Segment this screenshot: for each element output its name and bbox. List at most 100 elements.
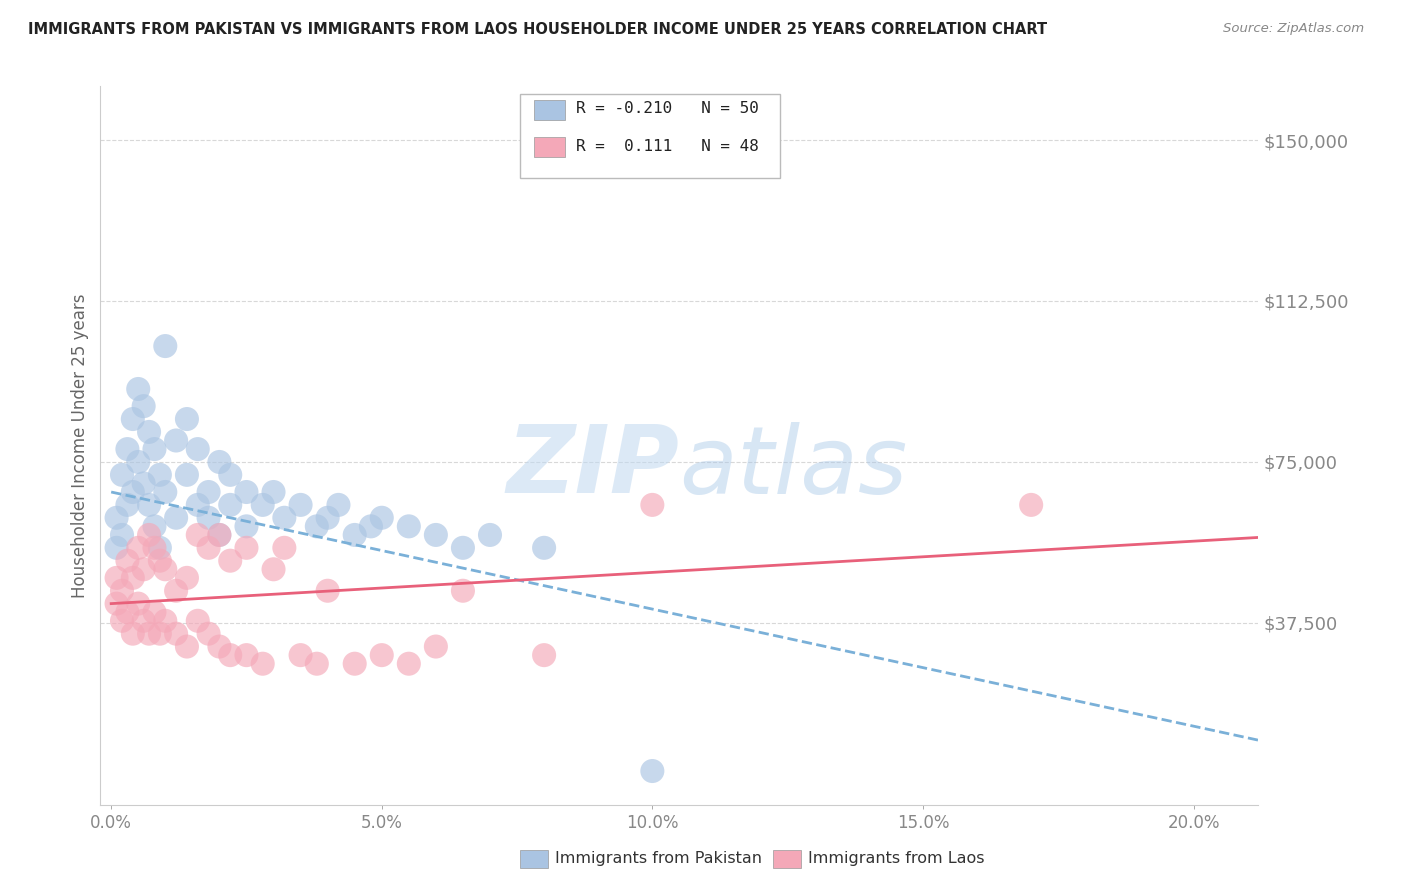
- Point: [111, 467, 134, 482]
- Point: [149, 554, 172, 568]
- Point: [149, 626, 172, 640]
- Point: [197, 541, 219, 555]
- Point: [143, 541, 166, 555]
- Point: [187, 614, 209, 628]
- Point: [371, 510, 394, 524]
- Point: [143, 519, 166, 533]
- Point: [208, 528, 231, 542]
- Point: [219, 554, 242, 568]
- Text: ZIP: ZIP: [506, 421, 679, 514]
- Point: [176, 640, 198, 654]
- Point: [176, 412, 198, 426]
- Text: IMMIGRANTS FROM PAKISTAN VS IMMIGRANTS FROM LAOS HOUSEHOLDER INCOME UNDER 25 YEA: IMMIGRANTS FROM PAKISTAN VS IMMIGRANTS F…: [28, 22, 1047, 37]
- Point: [398, 657, 420, 671]
- Point: [132, 476, 155, 491]
- Point: [425, 528, 447, 542]
- Y-axis label: Householder Income Under 25 years: Householder Income Under 25 years: [72, 293, 89, 599]
- Point: [197, 485, 219, 500]
- Point: [121, 412, 143, 426]
- Point: [316, 583, 339, 598]
- Text: Immigrants from Pakistan: Immigrants from Pakistan: [555, 852, 762, 866]
- Point: [105, 571, 128, 585]
- Point: [111, 583, 134, 598]
- Point: [176, 467, 198, 482]
- Point: [197, 626, 219, 640]
- Point: [252, 657, 274, 671]
- Point: [138, 498, 160, 512]
- Point: [328, 498, 350, 512]
- Point: [273, 541, 295, 555]
- Point: [121, 626, 143, 640]
- Point: [105, 541, 128, 555]
- Point: [187, 498, 209, 512]
- Point: [155, 614, 177, 628]
- Point: [155, 339, 177, 353]
- Text: Source: ZipAtlas.com: Source: ZipAtlas.com: [1223, 22, 1364, 36]
- Point: [149, 541, 172, 555]
- Point: [479, 528, 502, 542]
- Point: [316, 510, 339, 524]
- Point: [219, 467, 242, 482]
- Text: Immigrants from Laos: Immigrants from Laos: [808, 852, 986, 866]
- Point: [127, 597, 149, 611]
- Point: [111, 528, 134, 542]
- Point: [343, 657, 366, 671]
- Point: [219, 498, 242, 512]
- Point: [105, 510, 128, 524]
- Point: [197, 510, 219, 524]
- Point: [273, 510, 295, 524]
- Point: [451, 583, 474, 598]
- Text: atlas: atlas: [679, 422, 908, 513]
- Point: [235, 519, 257, 533]
- Point: [235, 541, 257, 555]
- Point: [143, 442, 166, 456]
- Point: [208, 455, 231, 469]
- Point: [127, 541, 149, 555]
- Point: [263, 562, 285, 576]
- Point: [117, 442, 139, 456]
- Point: [451, 541, 474, 555]
- Point: [111, 614, 134, 628]
- Point: [155, 485, 177, 500]
- Point: [641, 498, 664, 512]
- Point: [208, 528, 231, 542]
- Text: R =  0.111   N = 48: R = 0.111 N = 48: [576, 139, 759, 153]
- Point: [371, 648, 394, 662]
- Point: [235, 485, 257, 500]
- Point: [641, 764, 664, 778]
- Point: [187, 528, 209, 542]
- Point: [127, 455, 149, 469]
- Point: [165, 434, 187, 448]
- Point: [343, 528, 366, 542]
- Point: [143, 605, 166, 619]
- Point: [290, 498, 312, 512]
- Point: [176, 571, 198, 585]
- Point: [121, 571, 143, 585]
- Text: R = -0.210   N = 50: R = -0.210 N = 50: [576, 102, 759, 116]
- Point: [1019, 498, 1042, 512]
- Point: [138, 626, 160, 640]
- Point: [105, 597, 128, 611]
- Point: [155, 562, 177, 576]
- Point: [138, 425, 160, 439]
- Point: [132, 399, 155, 413]
- Point: [121, 485, 143, 500]
- Point: [398, 519, 420, 533]
- Point: [165, 510, 187, 524]
- Point: [533, 648, 555, 662]
- Point: [132, 562, 155, 576]
- Point: [219, 648, 242, 662]
- Point: [138, 528, 160, 542]
- Point: [235, 648, 257, 662]
- Point: [132, 614, 155, 628]
- Point: [290, 648, 312, 662]
- Point: [360, 519, 382, 533]
- Point: [165, 583, 187, 598]
- Point: [305, 519, 328, 533]
- Point: [117, 605, 139, 619]
- Point: [305, 657, 328, 671]
- Point: [533, 541, 555, 555]
- Point: [187, 442, 209, 456]
- Point: [252, 498, 274, 512]
- Point: [117, 554, 139, 568]
